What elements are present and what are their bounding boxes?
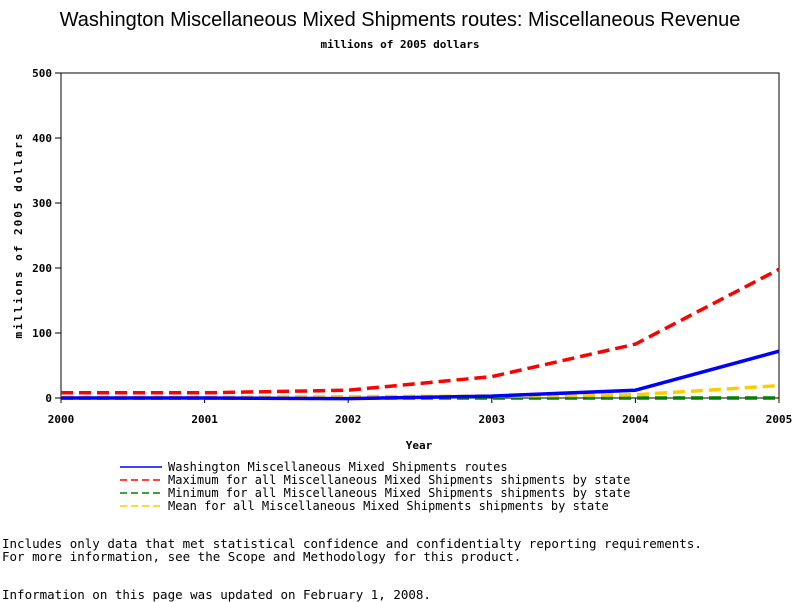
x-tick-label-0: 2000 bbox=[48, 413, 75, 426]
chart-title: Washington Miscellaneous Mixed Shipments… bbox=[59, 9, 741, 31]
plot-frame bbox=[60, 72, 780, 399]
series-line-0 bbox=[61, 349, 780, 401]
x-tick-label-3: 2003 bbox=[479, 413, 506, 426]
legend-label-1: Maximum for all Miscellaneous Mixed Ship… bbox=[168, 473, 630, 487]
chart-subtitle: millions of 2005 dollars bbox=[320, 38, 480, 51]
footnote-updated: Information on this page was updated on … bbox=[2, 587, 431, 602]
legend: Washington Miscellaneous Mixed Shipments… bbox=[120, 460, 630, 513]
legend-label-2: Minimum for all Miscellaneous Mixed Ship… bbox=[168, 486, 630, 500]
y-tick-label-2: 200 bbox=[32, 262, 52, 275]
footnote-methodology: For more information, see the Scope and … bbox=[2, 549, 522, 564]
y-tick-label-3: 300 bbox=[32, 197, 52, 210]
legend-label-0: Washington Miscellaneous Mixed Shipments… bbox=[168, 460, 508, 474]
y-tick-label-1: 100 bbox=[32, 327, 52, 340]
x-tick-label-5: 2005 bbox=[766, 413, 793, 426]
x-axis-label: Year bbox=[406, 439, 433, 452]
legend-label-3: Mean for all Miscellaneous Mixed Shipmen… bbox=[168, 499, 609, 513]
y-tick-label-4: 400 bbox=[32, 132, 52, 145]
line-chart: 0 100 200 300 400 500 2000 2001 2002 2003 2004 2005… bbox=[12, 67, 793, 513]
y-axis-label: millions of 2005 dollars bbox=[12, 132, 25, 339]
y-tick-label-0: 0 bbox=[45, 392, 52, 405]
x-tick-label-2: 2002 bbox=[335, 413, 362, 426]
y-tick-label-5: 500 bbox=[32, 67, 52, 80]
series-line-1 bbox=[61, 267, 780, 395]
footnote-confidence: Includes only data that met statistical … bbox=[2, 536, 702, 551]
x-tick-label-4: 2004 bbox=[622, 413, 649, 426]
x-tick-label-1: 2001 bbox=[191, 413, 218, 426]
